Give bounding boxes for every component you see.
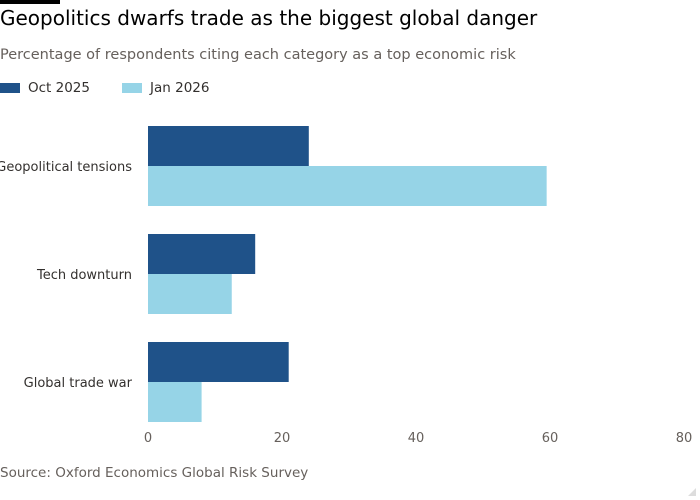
legend-swatch [122, 83, 142, 93]
legend-item-jan-2026: Jan 2026 [122, 80, 209, 96]
x-tick-label: 60 [542, 431, 559, 446]
legend-swatch [0, 83, 20, 93]
legend-item-oct-2025: Oct 2025 [0, 80, 90, 96]
x-tick-label: 80 [676, 431, 693, 446]
x-tick-label: 40 [408, 431, 425, 446]
resize-corner [688, 488, 696, 496]
legend-label: Oct 2025 [28, 80, 90, 96]
chart-title: Geopolitics dwarfs trade as the biggest … [0, 6, 538, 30]
source-note: Source: Oxford Economics Global Risk Sur… [0, 465, 309, 481]
x-tick-label: 20 [274, 431, 291, 446]
bar-0-1 [148, 166, 547, 206]
legend-label: Jan 2026 [150, 80, 210, 96]
bar-1-0 [148, 234, 256, 274]
chart-subtitle: Percentage of respondents citing each ca… [0, 47, 516, 63]
legend: Oct 2025 Jan 2026 [0, 80, 209, 96]
bar-2-0 [148, 342, 289, 382]
bar-1-1 [148, 274, 232, 314]
category-label: Global trade war [24, 376, 133, 391]
category-label: Tech downturn [36, 268, 132, 283]
x-tick-label: 0 [144, 431, 152, 446]
bar-0-0 [148, 126, 309, 166]
bar-2-1 [148, 382, 202, 422]
category-label: Geopolitical tensions [0, 160, 132, 175]
brand-bar [0, 0, 60, 4]
